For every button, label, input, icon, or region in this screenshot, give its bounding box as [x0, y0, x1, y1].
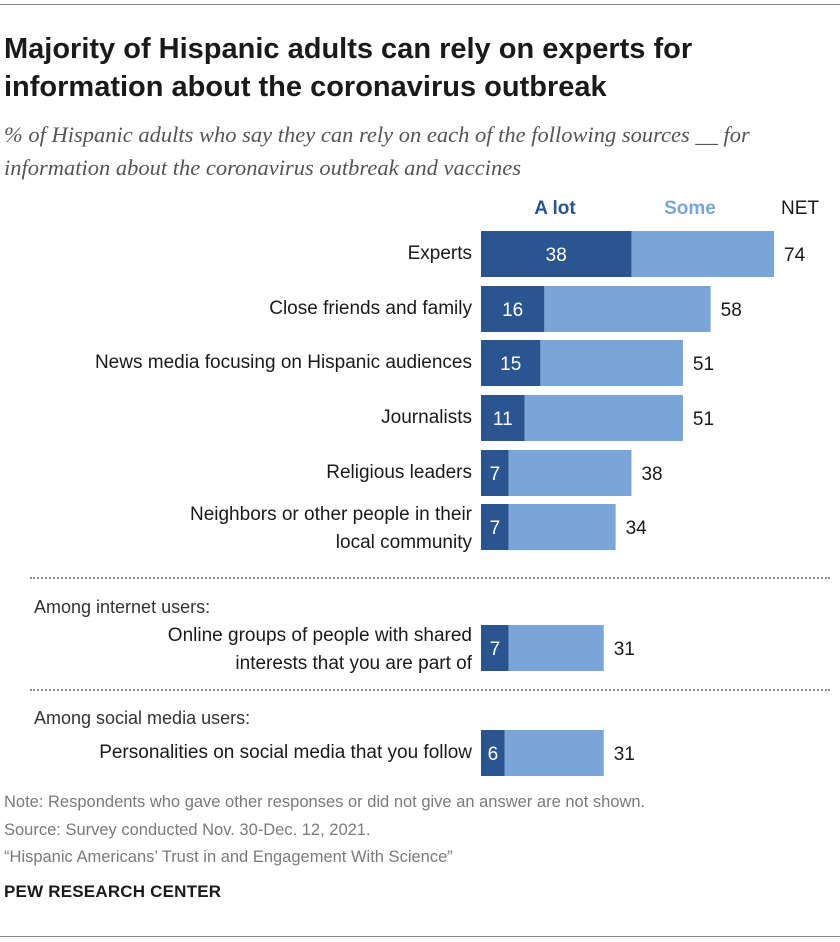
row-label-online-line2: interests that you are part of	[235, 653, 472, 674]
label-net-4: 38	[641, 464, 662, 485]
row-label-neighbors-line1: Neighbors or other people in their	[189, 504, 472, 525]
footer-report: “Hispanic Americans’ Trust in and Engage…	[4, 848, 453, 866]
bar-some-1	[544, 286, 711, 332]
row-label-religious: Religious leaders	[326, 462, 472, 483]
bar-some-5	[508, 504, 616, 550]
label-net-6: 31	[614, 639, 635, 660]
label-net-0: 74	[784, 245, 806, 266]
label-a-lot-0: 38	[546, 245, 567, 266]
top-rule	[0, 4, 840, 5]
row-label-personalities: Personalities on social media that you f…	[99, 742, 472, 763]
row-label-hispanic-media: News media focusing on Hispanic audience…	[94, 352, 472, 373]
row-label-experts: Experts	[407, 243, 472, 264]
row-label-journalists: Journalists	[381, 407, 472, 428]
bar-some-4	[508, 450, 632, 496]
row-label-neighbors-line2: local community	[335, 532, 472, 553]
label-a-lot-5: 7	[490, 518, 501, 539]
label-a-lot-6: 7	[490, 639, 501, 660]
label-net-7: 31	[614, 744, 635, 765]
chart-subtitle: % of Hispanic adults who say they can re…	[4, 122, 750, 180]
bar-a-lot-7	[481, 730, 505, 776]
section-internet-users: Among internet users:	[34, 597, 211, 617]
row-label-online-line1: Online groups of people with shared	[167, 625, 472, 646]
label-net-1: 58	[721, 300, 742, 321]
bar-some-7	[504, 730, 604, 776]
label-a-lot-2: 15	[500, 354, 521, 375]
label-net-2: 51	[693, 354, 714, 375]
label-a-lot-3: 11	[493, 409, 513, 430]
bar-some-2	[540, 340, 683, 386]
bar-some-3	[524, 395, 683, 441]
row-label-friends: Close friends and family	[269, 298, 472, 319]
bar-a-lot-1	[481, 286, 545, 332]
bar-a-lot-4	[481, 450, 509, 496]
divider-2	[30, 689, 830, 691]
label-a-lot-7: 6	[488, 744, 499, 765]
bar-a-lot-3	[481, 395, 525, 441]
bar-some-6	[508, 625, 604, 671]
bottom-rule	[0, 936, 840, 937]
footer-note: Note: Respondents who gave other respons…	[4, 793, 646, 811]
label-a-lot-1: 16	[502, 300, 523, 321]
bar-a-lot-6	[481, 625, 509, 671]
bar-a-lot-0	[481, 231, 632, 277]
bar-a-lot-2	[481, 340, 541, 386]
label-net-5: 34	[626, 518, 648, 539]
chart-title: Majority of Hispanic adults can rely on …	[4, 33, 693, 103]
footer-source: Source: Survey conducted Nov. 30-Dec. 12…	[4, 821, 371, 839]
divider-1	[30, 577, 830, 579]
legend-some: Some	[664, 198, 716, 219]
legend-a-lot: A lot	[534, 198, 576, 219]
label-net-3: 51	[693, 409, 714, 430]
bar-some-0	[631, 231, 774, 277]
section-social-media-users: Among social media users:	[34, 708, 251, 728]
brand-name: PEW RESEARCH CENTER	[4, 882, 222, 901]
legend-net: NET	[781, 198, 819, 219]
bar-a-lot-5	[481, 504, 509, 550]
label-a-lot-4: 7	[490, 464, 501, 485]
